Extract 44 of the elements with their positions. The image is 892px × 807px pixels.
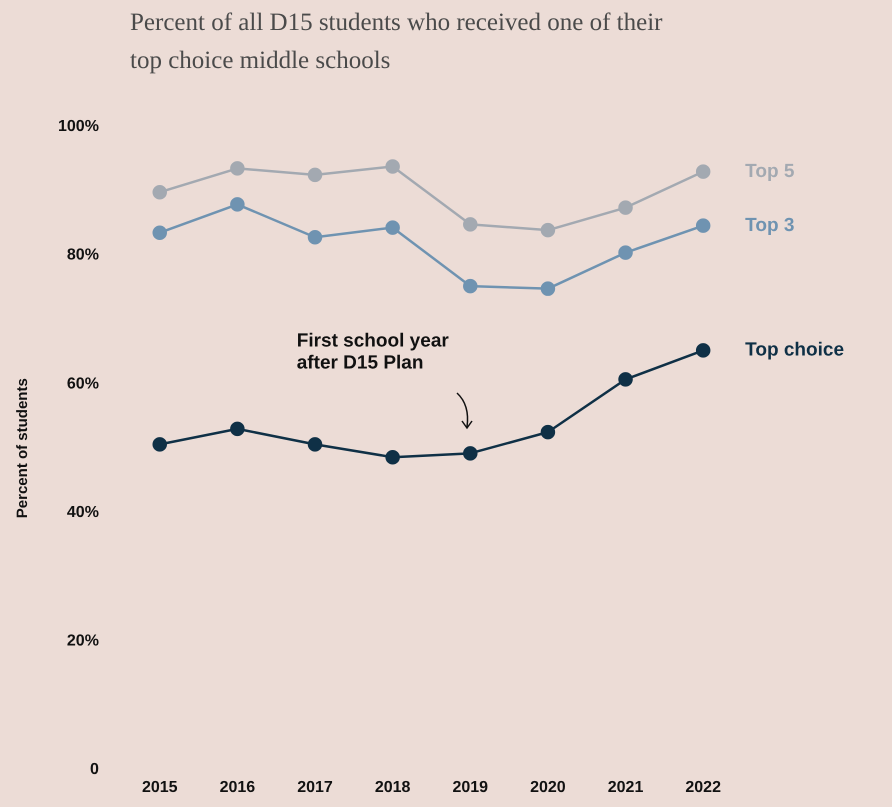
point <box>230 422 245 436</box>
x-tick-label: 2020 <box>530 778 566 796</box>
point <box>463 278 478 294</box>
point <box>696 343 710 358</box>
point <box>618 245 633 260</box>
point <box>385 159 400 174</box>
x-tick-label: 2019 <box>452 778 488 796</box>
y-axis-title: Percent of students <box>14 378 32 518</box>
point <box>540 424 556 440</box>
point <box>385 450 400 464</box>
x-tick-label: 2016 <box>220 778 256 796</box>
point <box>152 184 167 200</box>
point <box>618 200 633 215</box>
y-tick-label: 20% <box>66 632 99 650</box>
point <box>618 372 633 387</box>
point <box>463 446 478 461</box>
y-tick-label: 0 <box>90 761 100 778</box>
series-label: Top choice <box>745 340 844 361</box>
y-tick-label: 100% <box>58 118 99 136</box>
point <box>230 161 245 176</box>
chart-title: Percent of all D15 students who received one of their top choice middle schools <box>130 8 664 76</box>
point <box>696 218 710 233</box>
point <box>308 437 322 452</box>
point <box>385 220 400 235</box>
point <box>540 281 556 296</box>
x-tick-label: 2015 <box>142 778 178 796</box>
point <box>152 437 167 452</box>
point <box>308 168 322 182</box>
point <box>308 230 322 244</box>
point <box>152 225 167 240</box>
annotation: First school year after D15 Plan <box>296 330 450 374</box>
x-tick-label: 2021 <box>608 778 644 796</box>
x-tick-label: 2017 <box>297 778 333 796</box>
series-label: Top 5 <box>745 160 795 182</box>
x-tick-label: 2022 <box>685 778 722 796</box>
point <box>540 222 556 238</box>
x-tick-label: 2018 <box>374 778 411 796</box>
y-tick-label: 40% <box>66 504 99 521</box>
y-tick-label: 60% <box>66 375 99 392</box>
series-label: Top 3 <box>745 214 794 236</box>
point <box>230 197 245 212</box>
y-tick-label: 80% <box>66 246 99 264</box>
point <box>463 217 478 232</box>
point <box>696 164 710 179</box>
